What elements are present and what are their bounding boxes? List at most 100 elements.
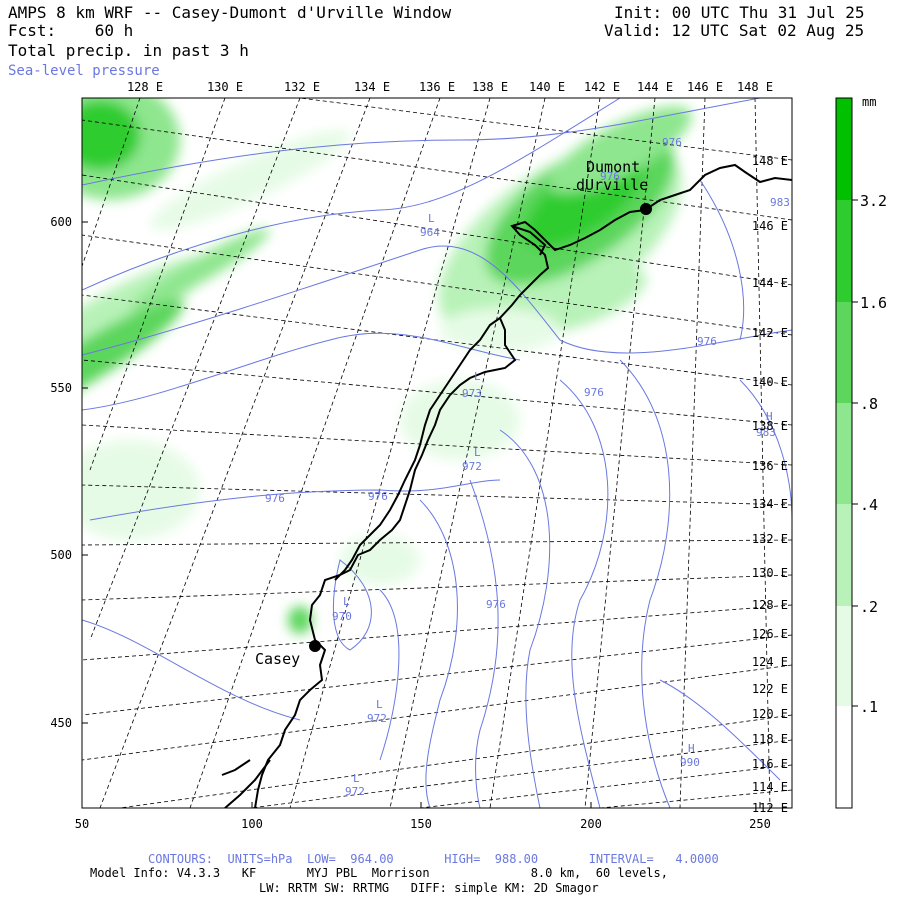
x-tick-label: 100: [241, 817, 263, 831]
colorbar-border: [835, 97, 853, 809]
latitude-label: 130 E: [752, 566, 788, 580]
contour-value-label: 976: [486, 598, 506, 611]
overlay-name: Sea-level pressure: [8, 63, 160, 79]
contour-value-label: 976: [697, 335, 717, 348]
longitude-label: 148 E: [737, 80, 773, 94]
contour-value-label: 983: [756, 426, 776, 439]
colorbar-unit: mm: [862, 95, 876, 109]
x-tick-label: 150: [410, 817, 432, 831]
dumont-durville-marker: [640, 203, 652, 215]
contour-value-label: 972: [462, 460, 482, 473]
longitude-label: 134 E: [354, 80, 390, 94]
latitude-label: 122 E: [752, 682, 788, 696]
pressure-center-label: L: [353, 772, 360, 785]
y-tick-label: 550: [50, 381, 72, 395]
latitude-label: 128 E: [752, 598, 788, 612]
latitude-label: 134 E: [752, 497, 788, 511]
latitude-label: 114 E: [752, 780, 788, 794]
latitude-label: 138 E: [752, 419, 788, 433]
pressure-center-label: L: [376, 698, 383, 711]
x-axis: 50 100 150 200 250: [75, 802, 771, 831]
pressure-center-label: L: [474, 370, 481, 383]
colorbar-level-label: 1.6: [860, 294, 887, 312]
colorbar-level-label: .4: [860, 496, 878, 514]
longitude-label: 140 E: [529, 80, 565, 94]
map-title: AMPS 8 km WRF -- Casey-Dumont d'Urville …: [8, 3, 452, 22]
y-tick-label: 500: [50, 548, 72, 562]
latitude-label: 126 E: [752, 627, 788, 641]
valid-time: Valid: 12 UTC Sat 02 Aug 25: [604, 21, 865, 40]
latitude-label: 116 E: [752, 757, 788, 771]
contour-info: CONTOURS: UNITS=hPa LOW= 964.00 HIGH= 98…: [148, 852, 719, 866]
latitude-label: 148 E: [752, 154, 788, 168]
colorbar-segment: [836, 606, 852, 706]
model-info: Model Info: V4.3.3 KF MYJ PBL Morrison 8…: [90, 866, 668, 880]
contour-value-label: 972: [367, 712, 387, 725]
pressure-center-label: H: [766, 410, 773, 423]
colorbar-level-label: .1: [860, 698, 878, 716]
colorbar-level-label: 3.2: [860, 192, 887, 210]
pressure-contours: [82, 98, 792, 808]
longitude-label: 136 E: [419, 80, 455, 94]
contour-value-label: 973: [462, 387, 482, 400]
latitude-label: 120 E: [752, 707, 788, 721]
x-tick-label: 50: [75, 817, 89, 831]
pressure-center-label: L: [474, 446, 481, 459]
contour-value-label: 976: [584, 386, 604, 399]
contour-value-label: 976: [600, 170, 620, 183]
precip-shading: [82, 98, 692, 634]
longitude-label: 146 E: [687, 80, 723, 94]
colorbar-segment: [836, 504, 852, 606]
precip-colorbar: 3.2 1.6 .8 .4 .2 .1: [835, 97, 887, 809]
latitude-label: 118 E: [752, 732, 788, 746]
contour-value-label: 990: [680, 756, 700, 769]
colorbar-segment: [836, 98, 852, 200]
contour-value-label: 976: [368, 490, 388, 503]
colorbar-segment: [836, 200, 852, 302]
casey-marker: [309, 640, 321, 652]
station-label-casey: Casey: [255, 650, 300, 668]
pressure-center-label: L: [428, 212, 435, 225]
colorbar-segment: [836, 302, 852, 403]
y-axis: 600 550 500 450: [50, 215, 88, 730]
colorbar-segment: [836, 706, 852, 808]
station-label-dumont: Dumont dUrville: [576, 158, 649, 194]
colorbar-segment: [836, 403, 852, 504]
field-name: Total precip. in past 3 h: [8, 41, 249, 60]
longitude-labels: 128 E 130 E 132 E 134 E 136 E 138 E 140 E 142 E…: [127, 80, 773, 94]
latitude-label: 136 E: [752, 459, 788, 473]
coastline: [221, 163, 792, 808]
physics-info: LW: RRTM SW: RRTMG DIFF: simple KM: 2D S…: [259, 881, 599, 895]
contour-value-label: 983: [770, 196, 790, 209]
contour-labels: 976 976 976 976 976 976 976 964 973 972 970 972 972 9…: [265, 136, 790, 798]
longitude-label: 132 E: [284, 80, 320, 94]
contour-value-label: 964: [420, 226, 440, 239]
pressure-center-label: H: [688, 742, 695, 755]
latitude-label: 142 E: [752, 326, 788, 340]
longitude-label: 130 E: [207, 80, 243, 94]
init-time: Init: 00 UTC Thu 31 Jul 25: [614, 3, 865, 22]
longitude-label: 138 E: [472, 80, 508, 94]
x-tick-label: 250: [749, 817, 771, 831]
latitude-label: 146 E: [752, 219, 788, 233]
latitude-labels: 148 E 146 E 144 E 142 E 140 E 138 E 136 E 134 E…: [752, 154, 788, 815]
map-border: [81, 97, 793, 809]
forecast-hour: Fcst: 60 h: [8, 21, 134, 40]
latitude-label: 124 E: [752, 655, 788, 669]
colorbar-level-label: .2: [860, 598, 878, 616]
y-tick-label: 450: [50, 716, 72, 730]
graticule: [82, 98, 792, 808]
latitude-label: 140 E: [752, 375, 788, 389]
y-tick-label: 600: [50, 215, 72, 229]
latitude-label: 132 E: [752, 532, 788, 546]
latitude-label: 112 E: [752, 801, 788, 815]
longitude-label: 128 E: [127, 80, 163, 94]
contour-value-label: 976: [265, 492, 285, 505]
contour-value-label: 976: [662, 136, 682, 149]
colorbar-level-label: .8: [860, 395, 878, 413]
x-tick-label: 200: [580, 817, 602, 831]
pressure-center-label: L: [343, 595, 350, 608]
contour-value-label: 970: [332, 610, 352, 623]
latitude-label: 144 E: [752, 276, 788, 290]
